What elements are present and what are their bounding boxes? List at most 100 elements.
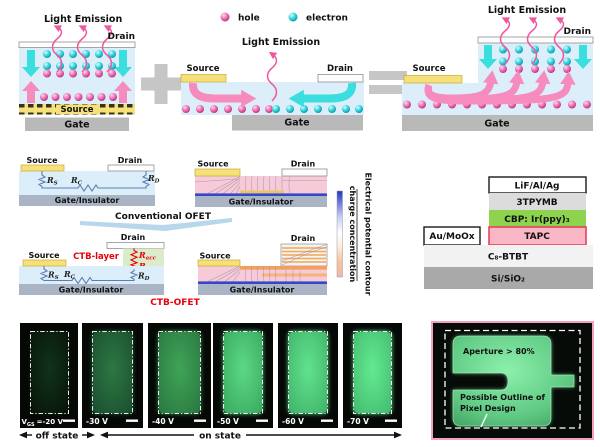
gate-insulator	[195, 196, 327, 207]
gate-electrode	[232, 115, 363, 131]
drain-electrode	[477, 36, 594, 44]
contour-lines	[207, 265, 301, 282]
pointer-line	[480, 413, 488, 428]
layer-si-sio2	[424, 267, 593, 289]
voltage-label: -50 V	[217, 417, 239, 426]
layer-label-cbp-irppy: CBP: Ir(ppy)₃	[504, 215, 570, 225]
source-electrode	[194, 168, 241, 177]
emission-photo-5: -60 V	[278, 323, 338, 428]
potential-map	[195, 176, 327, 196]
semiconductor-body	[19, 266, 164, 284]
electron-injection-arrows	[479, 45, 592, 69]
drain-label: Drain	[108, 32, 135, 42]
source-label: Source	[199, 252, 231, 261]
pixel-design-photo: Aperture > 80% Possible Outline of Pixel…	[431, 321, 594, 440]
equals-sign	[369, 71, 407, 94]
electron-legend-label: electron	[306, 14, 348, 24]
layer-label-tapc: TAPC	[524, 232, 550, 242]
drain-label: Drain	[291, 234, 316, 243]
rc-label: RC	[70, 175, 83, 187]
ctb-ofet-schematic: Drain CTB-layer Racc Rint Source RS RC R…	[19, 233, 201, 308]
hole-dot-icon	[220, 12, 230, 22]
layer-cbp-irppy	[489, 210, 586, 227]
resistor-network	[37, 171, 151, 192]
light-emission-label: Light Emission	[242, 37, 320, 48]
layer-label-si-sio2: Si/SiO₂	[491, 275, 525, 285]
potential-band-2	[262, 273, 327, 277]
pixel-outline-dashed	[444, 329, 581, 429]
gate-insulator-label: Gate/Insulator	[55, 196, 120, 205]
electrical-potential-label: Electrical potential contour	[364, 172, 373, 295]
gate-label: Gate	[284, 118, 309, 129]
gate-electrode	[25, 117, 129, 131]
scale-bar	[321, 419, 333, 422]
gate-label: Gate	[484, 119, 509, 130]
panel-lateral-ofet: Light Emission Source Drain Gate	[180, 37, 364, 131]
layer-label-3tpymb: 3TPYMB	[516, 198, 557, 208]
voltage-label: -60 V	[282, 417, 304, 426]
source-label: Source	[28, 251, 60, 260]
layer-c8-btbt	[424, 245, 593, 267]
source-electrode	[403, 75, 463, 84]
hole-current-arrows	[424, 70, 576, 105]
voltage-label: -70 V	[347, 417, 369, 426]
scale-bar	[126, 419, 138, 422]
scale-bar	[63, 419, 75, 422]
source-label: Source	[186, 64, 219, 74]
light-emission-label: Light Emission	[44, 14, 122, 25]
ctb-ofet-title: CTB-OFET	[150, 298, 200, 308]
drain-label: Drain	[121, 233, 146, 242]
electron-dots-row	[499, 45, 571, 54]
emission-photo-4: -50 V	[213, 323, 273, 428]
drain-electrode	[281, 168, 328, 177]
off-state-label: off state	[36, 432, 79, 442]
scale-bar	[194, 419, 206, 422]
colorbar-gradient	[336, 190, 343, 278]
sim-ctb-potential: Drain Source Gate/Insulator	[197, 234, 328, 295]
gate-insulator-label: Gate/Insulator	[59, 286, 124, 295]
layer-label-au-moox: Au/MoOx	[429, 232, 474, 242]
layer-3tpymb	[489, 193, 586, 210]
source-electrode	[20, 164, 65, 172]
potential-colorbar: charge concentration Electrical potentia…	[336, 172, 373, 296]
rs-label: RS	[46, 175, 58, 187]
gate-insulator-label: Gate/Insulator	[229, 198, 294, 207]
electron-current-arrow	[288, 82, 357, 108]
rd-label: RD	[137, 271, 150, 283]
source-label: Source	[26, 156, 58, 165]
hole-dots-row	[182, 105, 273, 113]
emission-photo-2: -30 V	[82, 323, 143, 428]
electron-dot-icon	[288, 12, 298, 22]
aperture-label: Aperture > 80%	[463, 347, 535, 356]
gate-insulator-label: Gate/Insulator	[230, 286, 295, 295]
gate-insulator	[19, 284, 164, 295]
gate-insulator	[19, 195, 155, 206]
hole-dots-row	[40, 93, 117, 101]
layer-label-lif-al-ag: LiF/Al/Ag	[515, 182, 560, 192]
hole-legend-label: hole	[238, 14, 260, 24]
scale-bar	[256, 419, 268, 422]
device-stack: LiF/Al/Ag 3TPYMB CBP: Ir(ppy)₃ TAPC Au/M…	[423, 176, 593, 289]
racc-label: Racc	[138, 250, 157, 262]
light-emission-arrow	[266, 51, 278, 102]
panel-combined-olet: Light Emission Drain Source Gate	[402, 5, 594, 131]
emission-photo-3: -40 V	[148, 323, 211, 428]
drain-contours	[281, 244, 328, 266]
sim-conventional-potential: Source Drain Gate/Insulator	[194, 160, 328, 207]
vgs-label: VGS =-20 V	[22, 418, 64, 428]
source-label: Source	[197, 160, 229, 169]
voltage-label: -30 V	[86, 417, 108, 426]
off-state-arrow: off state	[19, 432, 95, 442]
annotation-arrow	[80, 218, 232, 231]
light-emission-arrows	[51, 25, 113, 73]
drain-electrode	[106, 242, 165, 249]
light-emission-label: Light Emission	[488, 5, 566, 16]
charge-concentration-label: charge concentration	[348, 186, 357, 283]
accumulation-strip	[240, 190, 284, 194]
drain-label: Drain	[118, 156, 143, 165]
gate-insulator	[198, 284, 327, 295]
gate-label: Gate	[64, 120, 89, 131]
rd-label: RD	[147, 173, 160, 185]
